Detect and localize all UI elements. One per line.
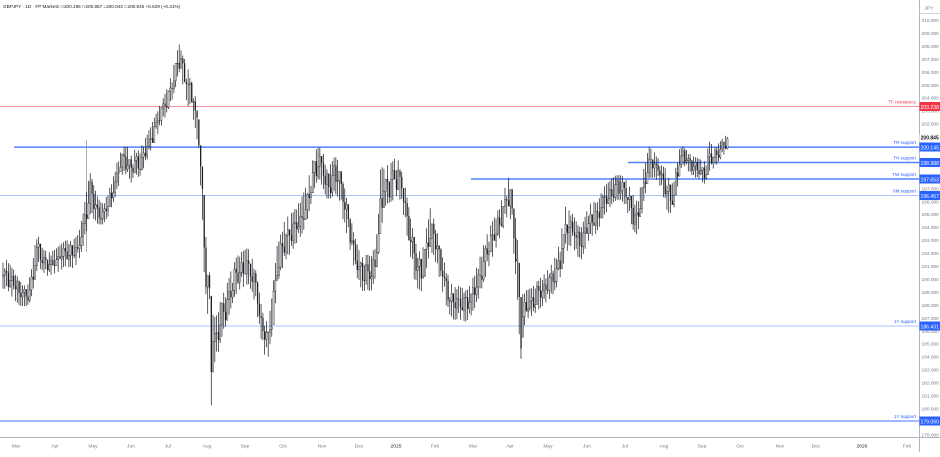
- svg-text:TW support: TW support: [892, 172, 916, 177]
- svg-text:May: May: [543, 444, 553, 450]
- svg-text:205.000: 205.000: [922, 83, 940, 89]
- svg-text:6M support: 6M support: [893, 189, 917, 194]
- svg-text:Nov: Nov: [318, 444, 327, 450]
- svg-text:206.000: 206.000: [922, 70, 940, 76]
- svg-text:Aug: Aug: [203, 444, 212, 450]
- svg-text:192.000: 192.000: [922, 251, 940, 257]
- svg-text:196.457: 196.457: [920, 194, 939, 200]
- svg-text:208.000: 208.000: [922, 44, 940, 50]
- svg-text:210.000: 210.000: [922, 18, 940, 24]
- svg-text:Feb: Feb: [431, 444, 440, 450]
- svg-text:186.431: 186.431: [920, 324, 939, 330]
- svg-text:207.000: 207.000: [922, 57, 940, 63]
- svg-text:2025: 2025: [391, 444, 402, 450]
- svg-text:Apr: Apr: [506, 444, 514, 450]
- svg-text:Feb: Feb: [903, 444, 912, 450]
- svg-text:200.845: 200.845: [921, 135, 939, 141]
- svg-text:Oct: Oct: [736, 444, 744, 450]
- svg-text:203.238: 203.238: [920, 105, 939, 111]
- svg-text:187.000: 187.000: [922, 316, 940, 322]
- svg-text:188.000: 188.000: [922, 303, 940, 309]
- svg-text:TR support: TR support: [893, 140, 916, 145]
- svg-text:2026: 2026: [857, 444, 868, 450]
- svg-text:204.000: 204.000: [922, 96, 940, 102]
- svg-text:Jul: Jul: [622, 444, 628, 450]
- svg-text:Jun: Jun: [583, 444, 591, 450]
- svg-text:194.000: 194.000: [922, 225, 940, 231]
- svg-text:184.000: 184.000: [922, 355, 940, 361]
- svg-text:1Y support: 1Y support: [894, 414, 917, 419]
- svg-text:191.000: 191.000: [922, 264, 940, 270]
- svg-text:Oct: Oct: [279, 444, 287, 450]
- svg-text:Jul: Jul: [165, 444, 171, 450]
- svg-text:Sep: Sep: [698, 444, 707, 450]
- svg-text:Sep: Sep: [241, 444, 250, 450]
- svg-text:Dec: Dec: [812, 444, 821, 450]
- svg-text:196.000: 196.000: [922, 199, 940, 205]
- svg-text:202.000: 202.000: [922, 122, 940, 128]
- svg-text:Nov: Nov: [776, 444, 785, 450]
- svg-text:185.000: 185.000: [922, 342, 940, 348]
- svg-text:189.000: 189.000: [922, 290, 940, 296]
- svg-text:Mar: Mar: [469, 444, 478, 450]
- svg-text:198.988: 198.988: [920, 161, 939, 167]
- svg-text:180.000: 180.000: [922, 407, 940, 413]
- svg-text:197.653: 197.653: [920, 177, 939, 183]
- svg-text:209.000: 209.000: [922, 31, 940, 37]
- svg-text:Apr: Apr: [51, 444, 59, 450]
- svg-text:JPY: JPY: [925, 6, 935, 12]
- svg-text:178.000: 178.000: [922, 432, 940, 438]
- svg-text:200.145: 200.145: [920, 145, 939, 151]
- svg-text:Mar: Mar: [12, 444, 21, 450]
- svg-text:TF resistance: TF resistance: [888, 100, 916, 105]
- svg-text:1Y support: 1Y support: [894, 319, 917, 324]
- svg-text:193.000: 193.000: [922, 238, 940, 244]
- svg-text:182.000: 182.000: [922, 381, 940, 387]
- svg-text:179.060: 179.060: [920, 419, 939, 425]
- svg-text:190.000: 190.000: [922, 277, 940, 283]
- svg-text:Jun: Jun: [127, 444, 135, 450]
- svg-text:181.000: 181.000: [922, 394, 940, 400]
- svg-text:TN support: TN support: [893, 156, 916, 161]
- svg-text:GBPJPY · 1D · FP Markets O200: GBPJPY · 1D · FP Markets O200.195 H200.8…: [3, 4, 181, 9]
- svg-text:183.000: 183.000: [922, 368, 940, 374]
- svg-text:Dec: Dec: [355, 444, 364, 450]
- svg-text:May: May: [88, 444, 98, 450]
- svg-text:Aug: Aug: [660, 444, 669, 450]
- svg-text:195.000: 195.000: [922, 212, 940, 218]
